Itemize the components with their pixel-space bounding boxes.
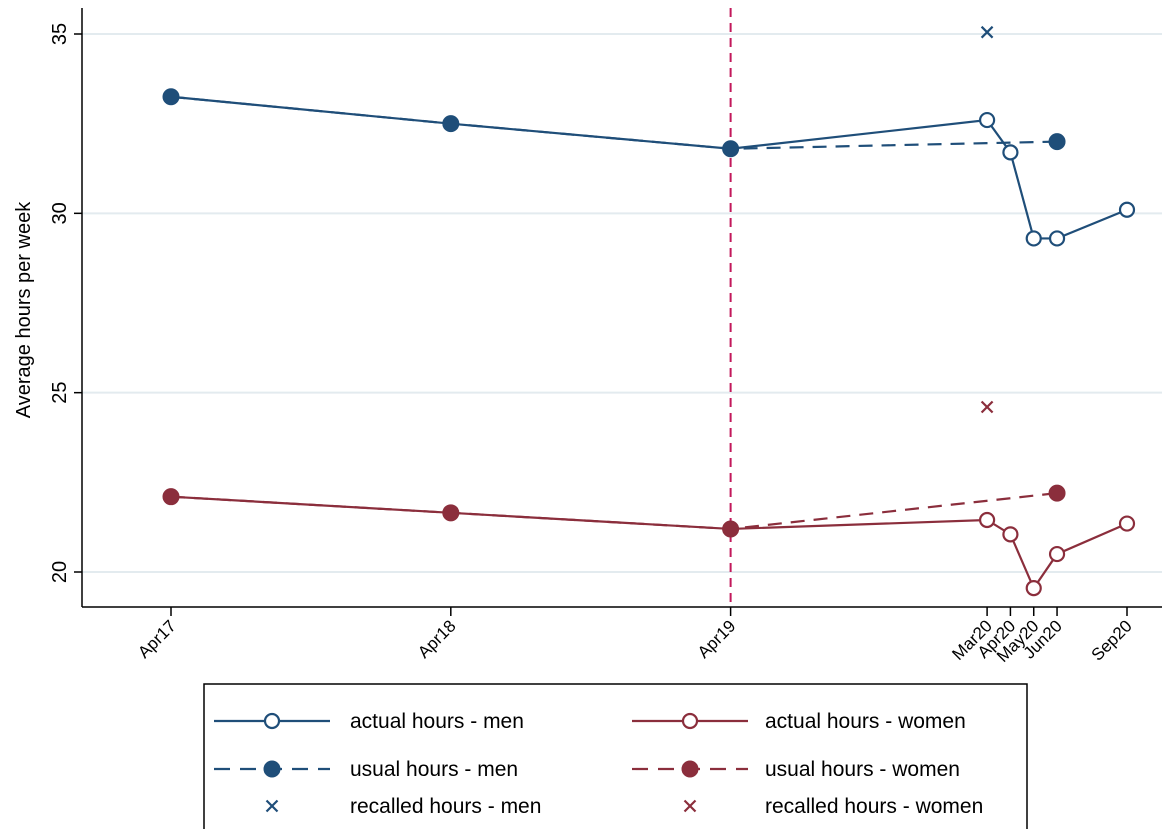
- x-tick-label-Apr19: Apr19: [694, 616, 740, 662]
- series-4-point-Jun20: [1048, 484, 1066, 502]
- legend-item-5: recalled hours - women: [683, 795, 983, 818]
- series-0-point-Sep20: [1118, 201, 1136, 218]
- series-3-point-Jun20: [1048, 545, 1066, 563]
- series-3-point-Mar20: [978, 511, 996, 529]
- series-line-3: [170, 495, 1128, 591]
- y-tick-label-35: 35: [49, 23, 71, 45]
- legend: actual hours - men actual hours - women us…: [203, 683, 1028, 829]
- legend-marker-4: [265, 799, 279, 813]
- legend-label-4: recalled hours - men: [350, 795, 541, 818]
- legend-label-3: usual hours - women: [765, 758, 960, 781]
- series-1-point-Apr19: [722, 140, 740, 158]
- series-0-point-Apr20: [1002, 144, 1019, 161]
- legend-item-0: actual hours - men: [214, 710, 524, 733]
- series-3-point-Sep20: [1118, 515, 1136, 532]
- series-2-point-Mar20: [980, 25, 994, 39]
- series-0-point-Mar20: [978, 111, 996, 129]
- series-line-4: [170, 491, 1058, 531]
- legend-item-1: actual hours - women: [632, 710, 966, 733]
- legend-marker-5: [683, 799, 697, 813]
- legend-marker-2: [263, 760, 281, 778]
- series-4-point-Apr18: [442, 504, 460, 522]
- legend-marker-3: [681, 760, 699, 778]
- series-3-point-Apr20: [1002, 526, 1019, 543]
- x-tick-label-Sep20: Sep20: [1088, 616, 1136, 664]
- legend-label-5: recalled hours - women: [765, 795, 983, 818]
- y-tick-label-30: 30: [49, 202, 71, 224]
- y-axis-label: Average hours per week: [13, 201, 35, 418]
- grid-layer: [82, 33, 1162, 573]
- series-layer: [162, 25, 1136, 597]
- legend-label-0: actual hours - men: [350, 710, 524, 733]
- series-5-point-Mar20: [980, 400, 994, 414]
- series-1-point-Apr18: [442, 115, 460, 133]
- series-line-1: [170, 95, 1058, 150]
- legend-item-2: usual hours - men: [214, 758, 518, 781]
- series-1-point-Apr17: [162, 88, 180, 106]
- series-3-point-May20: [1025, 580, 1042, 597]
- series-4-point-Apr19: [722, 520, 740, 538]
- legend-item-3: usual hours - women: [632, 758, 960, 781]
- x-tick-label-Apr18: Apr18: [414, 616, 460, 662]
- y-tick-label-20: 20: [49, 561, 71, 583]
- legend-marker-0: [263, 712, 281, 730]
- legend-marker-1: [681, 712, 699, 730]
- legend-box: [203, 683, 1028, 829]
- series-0-point-Jun20: [1048, 230, 1066, 247]
- series-4-point-Apr17: [162, 488, 180, 506]
- x-tick-label-Apr17: Apr17: [134, 616, 180, 662]
- y-tick-label-25: 25: [49, 382, 71, 404]
- legend-item-4: recalled hours - men: [265, 795, 541, 818]
- series-1-point-Jun20: [1048, 133, 1066, 151]
- legend-label-2: usual hours - men: [350, 758, 518, 781]
- series-0-point-May20: [1025, 230, 1042, 247]
- legend-label-1: actual hours - women: [765, 710, 966, 733]
